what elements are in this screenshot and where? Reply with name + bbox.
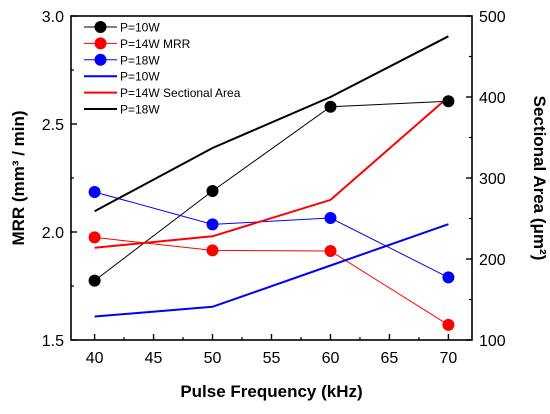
series-line-1 xyxy=(94,100,449,281)
axes: 40 45 50 55 60 65 70 1.5 2.0 2.5 3.0 100 200 300 400 50… xyxy=(42,9,506,367)
right-y-tick-label: 300 xyxy=(479,171,506,188)
legend-label-6: P=18W xyxy=(120,103,160,117)
left-y-tick-label: 2.5 xyxy=(42,117,64,134)
x-tick-label: 50 xyxy=(204,350,222,367)
right-y-tick-label: 500 xyxy=(479,9,506,26)
x-tick-label: 40 xyxy=(86,350,104,367)
left-y-tick-label: 1.5 xyxy=(42,333,64,350)
left-y-tick-label: 3.0 xyxy=(42,9,64,26)
left-y-axis-title: MRR (mm³ / min) xyxy=(9,110,28,245)
data-point-s2-1 xyxy=(88,231,101,244)
legend-label-2: P=14W MRR xyxy=(120,37,191,51)
x-tick-label: 45 xyxy=(145,350,163,367)
legend: P=10W P=14W MRR P=18W P=10W P=14W Sectional … xyxy=(84,21,241,117)
data-point-s3-1 xyxy=(88,186,101,198)
legend-marker-1 xyxy=(94,21,107,33)
data-point-s1-4 xyxy=(442,95,455,108)
data-point-s3-4 xyxy=(442,271,455,284)
data-point-s1-2 xyxy=(206,185,219,197)
plot-lines xyxy=(94,35,450,326)
series-line-3 xyxy=(94,191,449,278)
legend-label-5: P=14W Sectional Area xyxy=(120,86,241,100)
series-line-5 xyxy=(94,96,450,249)
series-line-6 xyxy=(94,35,449,213)
x-tick-label: 55 xyxy=(263,350,281,367)
legend-label-1: P=10W xyxy=(120,21,160,35)
x-axis-title: Pulse Frequency (kHz) xyxy=(180,382,362,401)
x-tick-label: 60 xyxy=(322,350,340,367)
right-y-tick-label: 100 xyxy=(479,333,506,350)
data-point-s2-4 xyxy=(442,318,455,331)
data-point-s3-2 xyxy=(206,218,219,231)
data-point-s2-3 xyxy=(324,245,337,257)
right-y-tick-label: 400 xyxy=(479,90,506,107)
legend-label-3: P=18W xyxy=(120,53,160,67)
data-point-s2-2 xyxy=(206,244,219,257)
data-point-s1-1 xyxy=(88,274,101,287)
x-tick-label: 70 xyxy=(440,350,458,367)
left-y-tick-label: 2.0 xyxy=(42,225,64,242)
plot-markers xyxy=(88,95,455,331)
legend-marker-2 xyxy=(94,37,107,50)
right-y-tick-label: 200 xyxy=(479,252,506,269)
data-point-s3-3 xyxy=(324,212,337,224)
legend-marker-3 xyxy=(94,53,107,66)
right-y-axis-title: Sectional Area (μm²) xyxy=(530,96,549,261)
series-line-4 xyxy=(94,223,449,318)
series-line-2 xyxy=(94,236,449,326)
x-tick-label: 65 xyxy=(381,350,399,367)
data-point-s1-3 xyxy=(324,100,337,113)
legend-label-4: P=10W xyxy=(120,70,160,84)
